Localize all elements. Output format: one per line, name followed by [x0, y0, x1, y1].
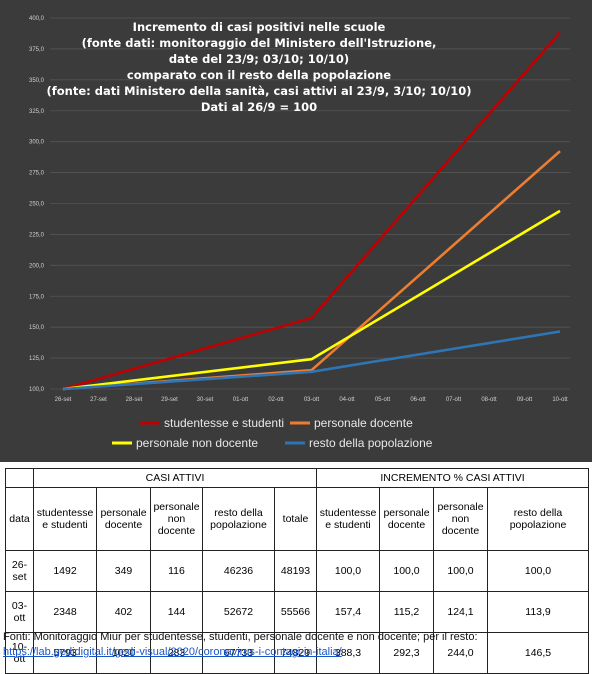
table-cell: 115,2: [379, 591, 435, 633]
x-tick-label: 03-ott: [304, 397, 320, 403]
table-cell: 100,0: [433, 550, 489, 592]
series-line: [62, 31, 561, 391]
x-tick-label: 01-ott: [233, 397, 249, 403]
x-tick-label: 05-ott: [375, 397, 391, 403]
legend-label: personale non docente: [136, 436, 258, 450]
series-line: [62, 209, 561, 391]
table-cell: 48193: [273, 550, 318, 592]
chart: 100,0 125,0 150,0 175,0 200,0 225,0 250,0 275,0…: [0, 0, 592, 462]
y-tick-label: 150,0: [29, 325, 45, 331]
header-cell: resto della popolazione: [487, 487, 590, 551]
table-cell: 100,0: [379, 550, 435, 592]
table-cell: 46236: [202, 550, 275, 592]
y-tick-label: 350,0: [29, 78, 45, 84]
x-tick-label: 28-set: [126, 397, 143, 403]
y-tick-label: 375,0: [29, 47, 45, 53]
y-axis: 100,0 125,0 150,0 175,0 200,0 225,0 250,0 275,0…: [29, 16, 45, 393]
chart-title-line: date del 23/9; 03/10; 10/10): [169, 52, 349, 66]
x-axis: 26-set 27-set 28-set 29-set 30-set 01-ott 02-o…: [55, 397, 568, 403]
table-cell: 55566: [273, 591, 318, 633]
header-corner: [5, 468, 34, 488]
y-tick-label: 275,0: [29, 171, 45, 177]
legend-label: personale docente: [314, 416, 413, 430]
series: [62, 31, 561, 391]
table-cell: 144: [150, 591, 203, 633]
table-cell: 100,0: [487, 550, 590, 592]
header-cell: studentesse e studenti: [316, 487, 381, 551]
row-date: 26-set: [5, 550, 34, 592]
x-tick-label: 26-set: [55, 397, 72, 403]
header-cell: studentesse e studenti: [33, 487, 97, 551]
x-tick-label: 07-ott: [446, 397, 462, 403]
header-incremento: INCREMENTO % CASI ATTIVI: [316, 468, 590, 488]
chart-title: Incremento di casi positivi nelle scuole…: [46, 20, 471, 114]
y-tick-label: 175,0: [29, 294, 45, 300]
table-cell: 1492: [33, 550, 97, 592]
header-cell: resto della popolazione: [202, 487, 275, 551]
grid: [50, 17, 570, 390]
header-cell: personale non docente: [433, 487, 489, 551]
chart-title-line: Dati al 26/9 = 100: [201, 100, 317, 114]
table-cell: 113,9: [487, 591, 590, 633]
row-date: 03-ott: [5, 591, 34, 633]
sources-footer: Fonti: Monitoraggio Miur per studentesse…: [3, 630, 589, 660]
header-cell: personale non docente: [150, 487, 203, 551]
legend-label: resto della popolazione: [309, 436, 433, 450]
x-tick-label: 30-set: [197, 397, 214, 403]
series-line: [62, 150, 561, 391]
x-tick-label: 09-ott: [517, 397, 533, 403]
table-cell: 116: [150, 550, 203, 592]
chart-title-line: (fonte: dati Ministero della sanità, cas…: [46, 84, 471, 98]
table-cell: 2348: [33, 591, 97, 633]
x-tick-label: 04-ott: [339, 397, 355, 403]
y-tick-label: 250,0: [29, 202, 45, 208]
y-tick-label: 300,0: [29, 140, 45, 146]
table-cell: 402: [96, 591, 151, 633]
x-tick-label: 02-ott: [268, 397, 284, 403]
x-tick-label: 27-set: [90, 397, 107, 403]
table-cell: 100,0: [316, 550, 381, 592]
y-tick-label: 125,0: [29, 356, 45, 362]
legend: studentesse e studenti personale docente p…: [112, 416, 433, 450]
series-line: [62, 330, 561, 391]
table-cell: 52672: [202, 591, 275, 633]
sources-text: Fonti: Monitoraggio Miur per studentesse…: [3, 631, 478, 643]
header-cell: totale: [273, 487, 318, 551]
y-tick-label: 325,0: [29, 109, 45, 115]
x-tick-label: 06-ott: [410, 397, 426, 403]
y-tick-label: 100,0: [29, 387, 45, 393]
data-table: CASI ATTIVI INCREMENTO % CASI ATTIVI dat…: [5, 468, 590, 674]
table-row: 26-set 1492 349 116 46236 48193 100,0 10…: [5, 550, 590, 592]
header-data: data: [5, 487, 34, 551]
header-cell: personale docente: [96, 487, 151, 551]
line-chart: 100,0 125,0 150,0 175,0 200,0 225,0 250,0 275,0…: [29, 16, 570, 450]
table-cell: 157,4: [316, 591, 381, 633]
data-table-container: CASI ATTIVI INCREMENTO % CASI ATTIVI dat…: [5, 468, 590, 674]
header-casi-attivi: CASI ATTIVI: [32, 468, 318, 488]
table-row: 10-ott 5793 1020 283 67733 74829 388,3 2…: [5, 632, 590, 674]
y-tick-label: 225,0: [29, 232, 45, 238]
x-tick-label: 08-ott: [481, 397, 497, 403]
x-tick-label: 29-set: [161, 397, 178, 403]
chart-title-line: comparato con il resto della popolazione: [127, 68, 391, 82]
chart-title-line: Incremento di casi positivi nelle scuole: [133, 20, 386, 34]
table-row: 03-ott 2348 402 144 52672 55566 157,4 11…: [5, 591, 590, 633]
y-tick-label: 200,0: [29, 263, 45, 269]
chart-title-line: (fonte dati: monitoraggio del Ministero …: [82, 36, 437, 50]
table-cell: 349: [96, 550, 151, 592]
header-cell: personale docente: [379, 487, 435, 551]
x-tick-label: 10-ott: [552, 397, 568, 403]
source-link[interactable]: https://lab.gedidigital.it/gedi-visual/2…: [3, 646, 342, 658]
y-tick-label: 400,0: [29, 16, 45, 22]
legend-label: studentesse e studenti: [164, 416, 284, 430]
table-cell: 124,1: [433, 591, 489, 633]
